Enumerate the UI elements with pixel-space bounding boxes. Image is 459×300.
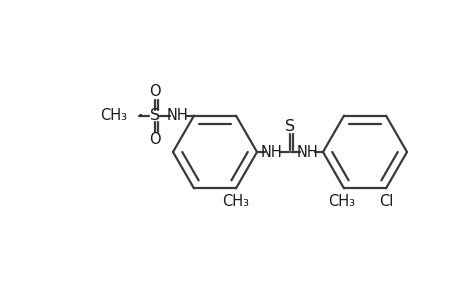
Text: CH₃: CH₃: [222, 194, 249, 209]
Text: NH: NH: [297, 145, 318, 160]
Text: NH: NH: [167, 108, 189, 123]
Text: S: S: [150, 108, 160, 123]
Text: NH: NH: [261, 145, 282, 160]
Text: CH₃: CH₃: [100, 108, 127, 123]
Text: S: S: [284, 118, 294, 134]
Text: O: O: [149, 132, 161, 147]
Text: ·: ·: [137, 106, 142, 124]
Text: CH₃: CH₃: [328, 194, 355, 209]
Text: Cl: Cl: [378, 194, 392, 209]
Text: O: O: [149, 84, 161, 99]
